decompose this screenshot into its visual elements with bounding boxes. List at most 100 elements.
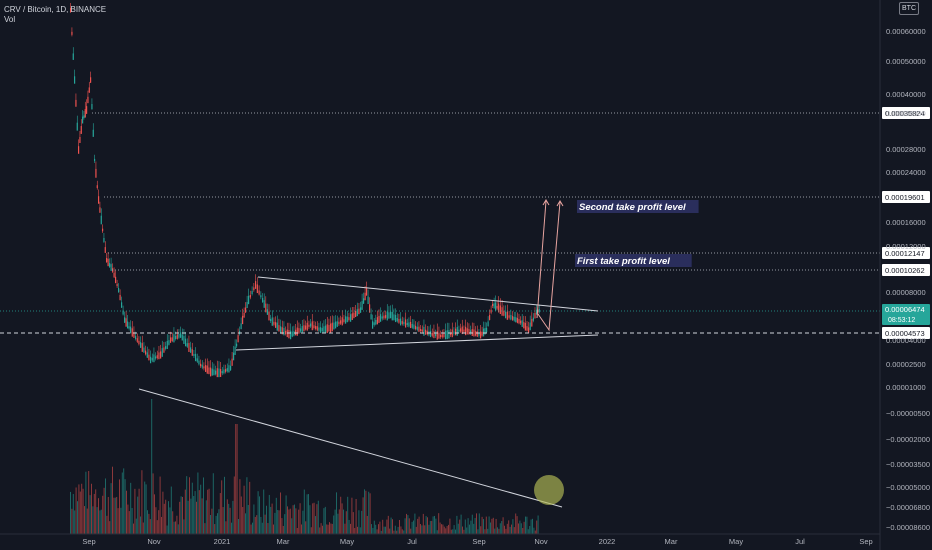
candle-body (536, 309, 538, 315)
candle-body (318, 327, 320, 331)
candle-body (401, 321, 403, 324)
volume-bar (428, 524, 430, 534)
volume-bar (168, 501, 169, 534)
candle-body (103, 237, 105, 243)
volume-highlight-circle (534, 475, 564, 505)
volume-bar (358, 510, 360, 534)
candle-body (263, 300, 265, 308)
volume-bar (340, 496, 342, 534)
candle-body (218, 368, 220, 378)
volume-bar (310, 527, 312, 534)
candle-body (532, 317, 534, 321)
volume-bar (490, 522, 491, 534)
candle-body (520, 320, 522, 324)
volume-bar (407, 515, 409, 534)
candle-body (186, 343, 188, 347)
symbol-title[interactable]: CRV / Bitcoin, 1D, BINANCE (4, 5, 107, 14)
x-tick-label: Sep (859, 537, 872, 546)
volume-bar (107, 496, 109, 534)
volume-bar (110, 483, 112, 534)
candle-body (470, 330, 472, 334)
volume-bar (81, 483, 83, 534)
x-tick-label: Jul (795, 537, 805, 546)
volume-bar (481, 516, 483, 534)
volume-bar (477, 529, 479, 534)
current-price-value: 0.00006474 (885, 305, 925, 314)
candle-body (378, 315, 380, 323)
candle-body (262, 298, 264, 302)
volume-bar (240, 496, 242, 534)
candle-body (175, 336, 177, 339)
candle-body (293, 331, 295, 336)
candle-body (166, 340, 168, 350)
volume-bar (390, 517, 392, 534)
volume-bar (425, 516, 427, 534)
volume-bar (221, 480, 223, 534)
candle-body (433, 331, 435, 339)
volume-bar (436, 530, 438, 534)
candle-body (513, 316, 515, 321)
volume-bar (140, 516, 141, 534)
volume-bar (119, 479, 120, 534)
candle-body (188, 343, 190, 352)
candle-body (143, 347, 145, 353)
volume-bar (516, 516, 518, 534)
volume-bar (233, 476, 235, 534)
volume-bar (224, 476, 225, 534)
volume-bar (329, 522, 330, 534)
volume-bar (175, 521, 176, 534)
candle-body (405, 319, 407, 328)
volume-bar (421, 525, 423, 534)
candle-body (243, 312, 245, 318)
arrow-line (536, 200, 547, 319)
volume-bar (84, 506, 85, 534)
volume-bar (404, 518, 406, 534)
x-tick-label: Nov (147, 537, 161, 546)
volume-bar (212, 473, 214, 534)
volume-bar (163, 503, 165, 534)
volume-bar (471, 514, 473, 534)
candle-body (524, 322, 526, 331)
volume-bar (284, 514, 286, 534)
candle-body (268, 311, 270, 321)
candle-body (311, 321, 313, 331)
volume-bar (457, 523, 459, 534)
candle-body (270, 318, 272, 322)
candle-body (228, 365, 230, 373)
candle-body (480, 331, 482, 339)
candle-body (156, 355, 158, 359)
candle-body (76, 122, 78, 131)
candle-body (430, 330, 432, 338)
candle-body (438, 332, 440, 339)
volume-bar (378, 524, 379, 534)
candle-body (390, 311, 392, 319)
candle-body (71, 31, 73, 35)
volume-label[interactable]: Vol (4, 15, 16, 24)
candle-body (436, 330, 438, 340)
candle-body (508, 315, 510, 318)
candle-body (96, 185, 98, 189)
volume-bar (238, 519, 239, 534)
volume-bar (280, 492, 281, 534)
candle-body (355, 310, 357, 318)
currency-badge[interactable]: BTC (899, 2, 919, 15)
time-axis[interactable]: Sep Nov 2021 Mar May Jul Sep Nov 2022 Mar May Jul Se… (0, 533, 880, 546)
volume-bar (343, 509, 344, 534)
volume-bar (463, 529, 465, 534)
volume-bar (301, 524, 302, 534)
volume-bar (261, 522, 263, 534)
volume-bar (231, 522, 232, 534)
candle-body (280, 326, 282, 334)
candle-body (165, 346, 167, 349)
candle-body (343, 319, 345, 323)
price-level-value: 0.00019601 (885, 193, 925, 202)
volume-bar (191, 482, 193, 534)
volume-bar (72, 494, 74, 534)
volume-bar (127, 504, 129, 534)
volume-bar (512, 519, 514, 534)
volume-bar (270, 506, 272, 534)
volume-bar (387, 515, 389, 534)
price-axis[interactable]: 0.00060000 0.00050000 0.00040000 0.00034000… (879, 0, 930, 550)
volume-bar (259, 496, 260, 534)
